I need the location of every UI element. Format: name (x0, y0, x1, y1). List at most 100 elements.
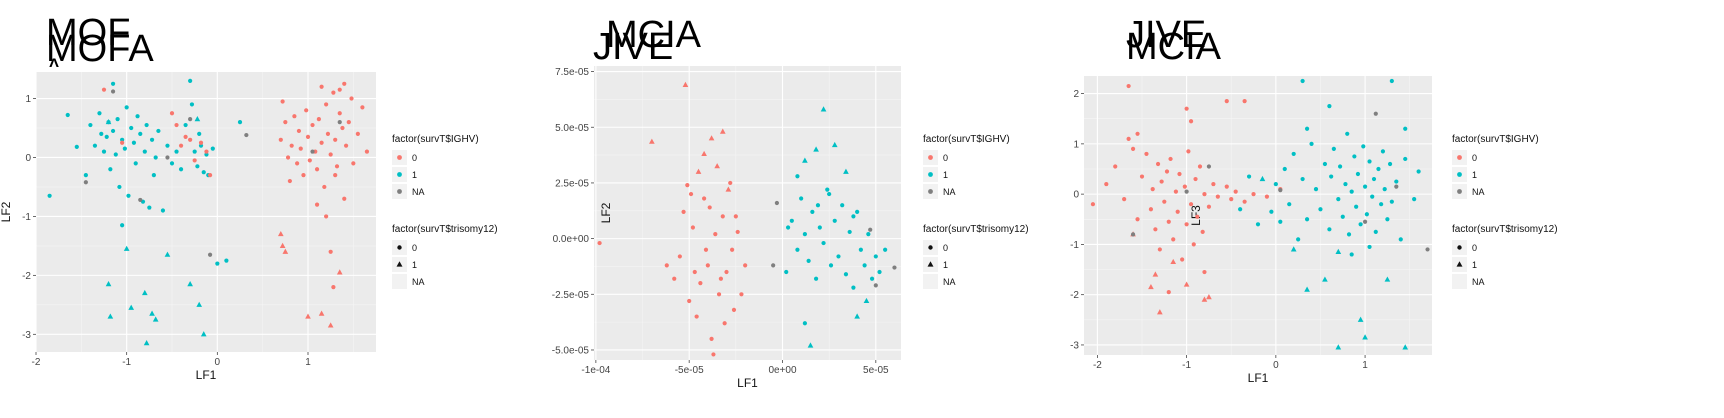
data-point (724, 269, 729, 275)
y-tick-label: -1 (1070, 240, 1079, 251)
data-point (310, 149, 315, 154)
data-point (1357, 316, 1364, 322)
legend-key-dot (1457, 189, 1462, 194)
data-point (1376, 166, 1381, 172)
shape-legend-title: factor(survT$trisomy12) (392, 224, 498, 235)
data-point (695, 168, 702, 174)
data-point (1291, 151, 1296, 157)
x-tick-label: -1 (122, 357, 131, 368)
data-point (733, 214, 738, 219)
data-point (1362, 184, 1368, 189)
data-point (147, 205, 152, 210)
color-legend-title: factor(survT$IGHV) (392, 134, 479, 145)
data-point (319, 140, 324, 145)
chart-title-line-2: MOFA (46, 28, 154, 70)
data-point (1370, 194, 1375, 199)
data-point (795, 174, 800, 179)
data-point (1152, 271, 1159, 277)
data-point (1191, 242, 1196, 247)
data-point (314, 202, 320, 207)
data-point (117, 184, 122, 190)
axes: -2 -1 0 1 -3 -2 -1 0 1 2 (1070, 76, 1432, 371)
color-legend-label: NA (943, 187, 956, 197)
x-axis-label: LF1 (1248, 371, 1269, 385)
data-point (1157, 247, 1162, 252)
x-tick-label: -5e-05 (675, 365, 704, 376)
data-point (165, 143, 170, 148)
shape-legend-label: 1 (412, 260, 417, 270)
data-point (1364, 212, 1369, 217)
data-point (1144, 151, 1149, 157)
data-point (105, 281, 112, 287)
data-point (1336, 197, 1341, 202)
data-point (340, 125, 345, 131)
color-legend-label: 1 (1472, 170, 1477, 180)
data-point (1361, 144, 1366, 149)
data-point (115, 117, 120, 122)
data-point (207, 173, 213, 178)
legend-key-box (1452, 274, 1467, 289)
data-point (836, 254, 841, 259)
data-point (1290, 246, 1297, 252)
data-point (711, 352, 716, 357)
data-point (183, 134, 188, 139)
data-point (188, 117, 193, 122)
data-point (1164, 169, 1170, 174)
y-axis-label: LF2 (599, 202, 613, 223)
data-point (1358, 222, 1363, 227)
data-point (709, 336, 714, 341)
data-point (324, 214, 329, 219)
data-point (868, 227, 873, 232)
data-point (1394, 184, 1399, 189)
data-point (1188, 202, 1194, 207)
data-point (713, 232, 718, 237)
data-point (129, 125, 134, 131)
chart-title-line-3: A (46, 56, 62, 67)
x-axis-label: LF1 (737, 376, 758, 390)
minor-gridlines (594, 66, 901, 360)
data-point (843, 272, 849, 277)
data-point (1327, 104, 1332, 109)
data-point (124, 105, 129, 110)
data-point (731, 307, 737, 312)
data-point (597, 240, 602, 246)
data-point (810, 209, 815, 214)
x-tick-label: 0 (215, 357, 221, 368)
data-point (204, 152, 209, 157)
data-point (1331, 146, 1336, 151)
data-point (1168, 156, 1173, 162)
data-point (1367, 244, 1372, 250)
y-tick-label: 2.5e-05 (555, 178, 589, 189)
data-point (1273, 181, 1278, 187)
data-point (1362, 219, 1368, 224)
data-point (328, 152, 333, 157)
data-point (1425, 247, 1430, 252)
data-point (802, 232, 807, 237)
axes: -1e-04 -5e-05 0e+00 5e-05 -5.0e-05 -2.5e-05 0.… (552, 66, 901, 376)
data-point (215, 261, 220, 266)
data-point (120, 140, 125, 145)
legend-key-shape (928, 245, 933, 250)
shape-legend-label: 0 (943, 243, 948, 253)
data-point (296, 128, 302, 134)
shape-legend-label: 0 (1472, 243, 1477, 253)
data-point (825, 187, 830, 192)
data-point (1373, 111, 1378, 116)
data-point (1355, 171, 1361, 177)
data-point (813, 146, 819, 152)
data-point (1200, 229, 1205, 234)
data-point (1193, 176, 1198, 182)
data-points (1090, 78, 1430, 350)
data-point (688, 191, 694, 197)
shape-legend-title: factor(survT$trisomy12) (923, 224, 1029, 235)
data-point (192, 149, 197, 154)
color-legend-title: factor(survT$IGHV) (1452, 134, 1539, 145)
data-point (831, 141, 838, 148)
data-point (1380, 149, 1386, 154)
legend-key-shape (1456, 261, 1463, 267)
data-point (322, 184, 327, 190)
data-point (337, 120, 342, 125)
data-point (331, 285, 336, 290)
data-point (83, 180, 88, 185)
data-point (883, 247, 888, 252)
